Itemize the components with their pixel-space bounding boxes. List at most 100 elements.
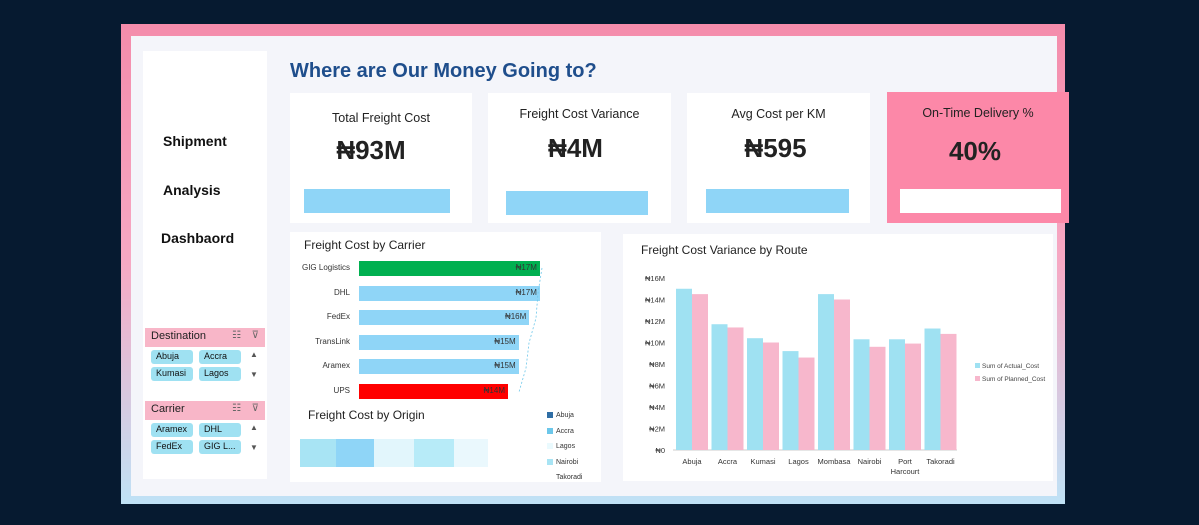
carrier-label: UPS bbox=[333, 386, 350, 395]
x-tick-label: Lagos bbox=[788, 457, 809, 466]
kpi-bar bbox=[506, 191, 648, 215]
route-bar-planned bbox=[905, 343, 921, 450]
multi-select-icon[interactable]: ☷ bbox=[232, 403, 241, 414]
carrier-label: FedEx bbox=[326, 312, 350, 322]
carrier-bar-value: ₦14M bbox=[483, 386, 505, 395]
kpi-bar bbox=[304, 189, 450, 213]
kpi-label: On-Time Delivery % bbox=[922, 106, 1034, 120]
multi-select-icon[interactable]: ☷ bbox=[232, 330, 241, 341]
legend-swatch bbox=[975, 376, 980, 381]
route-bar-planned bbox=[692, 294, 708, 450]
origin-block bbox=[454, 439, 488, 467]
kpi-value: ₦4M bbox=[548, 133, 603, 163]
carrier-bar[interactable]: ₦15M bbox=[359, 359, 519, 375]
legend-swatch bbox=[547, 443, 553, 450]
kpi-value: ₦595 bbox=[744, 133, 807, 163]
route-bar-planned bbox=[763, 342, 779, 450]
y-tick-label: ₦8M bbox=[649, 360, 665, 369]
route-bar-planned bbox=[798, 357, 815, 450]
slicer-item-accra[interactable]: Accra bbox=[199, 350, 241, 364]
carrier-connector-lines bbox=[518, 267, 543, 393]
legend-swatch bbox=[547, 458, 553, 465]
legend-label: Takoradi bbox=[556, 474, 583, 481]
carrier-bar[interactable]: ₦17M bbox=[359, 261, 540, 276]
x-tick-label: Nairobi bbox=[858, 457, 882, 466]
slicer-item-aramex[interactable]: Aramex bbox=[151, 423, 193, 437]
origin-block bbox=[374, 439, 414, 467]
origin-legend-item: Abuja bbox=[547, 412, 574, 419]
route-bar-actual bbox=[747, 338, 763, 450]
slicer-item-kumasi[interactable]: Kumasi bbox=[151, 367, 193, 381]
x-tick-label: Port bbox=[898, 457, 913, 466]
route-bar-actual bbox=[711, 324, 728, 450]
slicer-item-gig[interactable]: GIG L... bbox=[199, 440, 241, 454]
carrier-slicer: Carrier ☷ ⊽ Aramex DHL FedEx GIG L... ▲ … bbox=[145, 401, 265, 463]
slicer-item-dhl[interactable]: DHL bbox=[199, 423, 241, 437]
x-tick-label: Accra bbox=[718, 457, 738, 466]
scroll-down-icon[interactable]: ▼ bbox=[250, 370, 258, 379]
carrier-label: GIG Logistics bbox=[301, 263, 350, 272]
slicer-item-lagos[interactable]: Lagos bbox=[199, 367, 241, 381]
legend-label: Abuja bbox=[556, 412, 574, 419]
slicer-item-fedex[interactable]: FedEx bbox=[151, 440, 193, 454]
kpi-label: Avg Cost per KM bbox=[731, 107, 826, 121]
y-tick-label: ₦4M bbox=[649, 403, 665, 412]
carrier-bar-value: ₦16M bbox=[504, 312, 527, 322]
carrier-bar-value: ₦15M bbox=[494, 361, 516, 371]
route-bar-actual bbox=[924, 328, 941, 450]
route-bar-actual bbox=[853, 339, 870, 450]
route-bar-actual bbox=[889, 339, 905, 450]
page-title: Where are Our Money Going to? bbox=[290, 60, 597, 82]
carrier-bar-value: ₦15M bbox=[494, 336, 516, 346]
y-tick-label: ₦2M bbox=[649, 425, 665, 434]
kpi-card-freight-cost-variance: Freight Cost Variance ₦4M bbox=[488, 93, 671, 223]
origin-legend-item: Nairobi bbox=[547, 459, 578, 466]
y-tick-label: ₦0 bbox=[655, 446, 665, 455]
y-tick-label: ₦16M bbox=[645, 274, 665, 283]
route-bar-actual bbox=[676, 288, 692, 450]
dashboard-frame: Shipment Analysis Dashbaord Destination … bbox=[121, 24, 1069, 504]
carrier-slicer-header: Carrier ☷ ⊽ bbox=[145, 401, 265, 420]
origin-block bbox=[336, 439, 374, 467]
legend-swatch bbox=[547, 427, 553, 434]
kpi-bar bbox=[706, 189, 849, 213]
legend-swatch bbox=[547, 412, 553, 419]
route-bar-planned bbox=[869, 346, 886, 450]
scroll-up-icon[interactable]: ▲ bbox=[250, 423, 258, 432]
carrier-label: TransLink bbox=[315, 336, 350, 346]
route-bar-planned bbox=[834, 299, 850, 450]
origin-legend-item: Takoradi bbox=[547, 474, 582, 481]
carrier-bar-value: ₦17M bbox=[515, 287, 537, 297]
origin-block bbox=[414, 439, 454, 467]
kpi-card-avg-cost-per-km: Avg Cost per KM ₦595 bbox=[687, 93, 870, 223]
carrier-bar[interactable]: ₦16M bbox=[359, 310, 530, 326]
kpi-bar bbox=[900, 189, 1061, 213]
scroll-down-icon[interactable]: ▼ bbox=[250, 443, 258, 452]
route-bar-planned bbox=[727, 327, 744, 450]
clear-filter-icon[interactable]: ⊽ bbox=[251, 403, 259, 414]
side-title-line-2: Analysis bbox=[163, 182, 221, 198]
legend-label: Lagos bbox=[556, 443, 576, 450]
y-tick-label: ₦10M bbox=[645, 339, 665, 348]
slicer-item-abuja[interactable]: Abuja bbox=[151, 350, 193, 364]
legend-label: Sum of Actual_Cost bbox=[982, 363, 1039, 370]
x-tick-label: Takoradi bbox=[926, 457, 955, 466]
route-bar-actual bbox=[782, 351, 799, 450]
origin-chart-title: Freight Cost by Origin bbox=[308, 408, 425, 422]
x-tick-label: Kumasi bbox=[750, 457, 775, 466]
kpi-card-on-time-delivery: On-Time Delivery % 40% bbox=[887, 92, 1069, 223]
carrier-bar[interactable]: ₦14M bbox=[359, 384, 508, 399]
carrier-bar-value: ₦17M bbox=[515, 263, 537, 272]
origin-block bbox=[300, 439, 336, 467]
carrier-bar[interactable]: ₦15M bbox=[359, 334, 519, 350]
destination-slicer-title: Destination bbox=[151, 330, 207, 342]
clear-filter-icon[interactable]: ⊽ bbox=[251, 330, 259, 341]
side-title-line-1: Shipment bbox=[163, 133, 227, 149]
scroll-up-icon[interactable]: ▲ bbox=[250, 350, 258, 359]
origin-legend-item: Lagos bbox=[547, 443, 575, 450]
y-tick-label: ₦14M bbox=[645, 296, 665, 305]
carrier-bar[interactable]: ₦17M bbox=[359, 285, 540, 301]
carrier-slicer-title: Carrier bbox=[151, 403, 185, 415]
y-tick-label: ₦12M bbox=[645, 317, 665, 326]
route-bar-planned bbox=[940, 333, 957, 450]
